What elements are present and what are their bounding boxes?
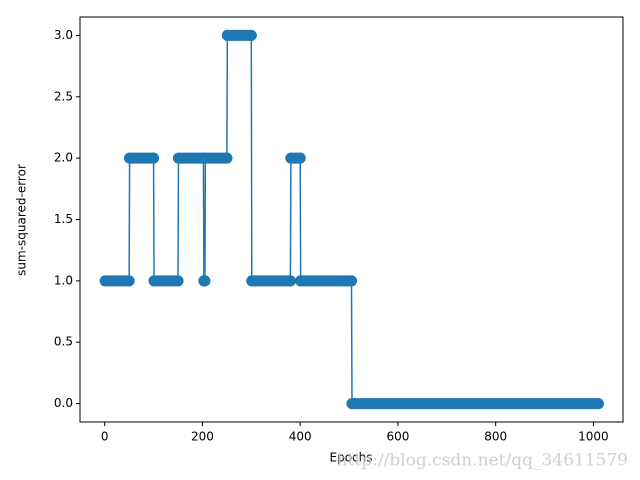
y-tick-label: 2.5 [54, 89, 73, 103]
x-axis-label: Epochs [330, 451, 373, 465]
x-tick-label: 0 [101, 430, 109, 444]
marker [172, 152, 184, 164]
marker [99, 275, 111, 287]
y-tick-label: 3.0 [54, 28, 73, 42]
watermark: http://blog.csdn.net/qq_34611579 [337, 451, 628, 471]
marker [284, 275, 296, 287]
marker [199, 152, 211, 164]
marker [246, 275, 258, 287]
x-tick-label: 400 [289, 430, 312, 444]
x-tick-label: 1000 [578, 430, 609, 444]
marker [295, 275, 307, 287]
y-tick-label: 0.5 [54, 335, 73, 349]
plot-area [99, 29, 604, 410]
marker [221, 29, 233, 41]
x-tick-label: 200 [191, 430, 214, 444]
marker [221, 152, 233, 164]
marker [294, 152, 306, 164]
y-tick-label: 1.0 [54, 273, 73, 287]
marker [124, 152, 136, 164]
y-tick-label: 2.0 [54, 151, 73, 165]
marker [245, 29, 257, 41]
marker [123, 275, 135, 287]
x-tick-label: 600 [386, 430, 409, 444]
marker [148, 152, 160, 164]
marker [148, 275, 160, 287]
marker [346, 275, 357, 287]
marker [172, 275, 184, 287]
marker [199, 275, 211, 287]
y-tick-label: 1.5 [54, 212, 73, 226]
marker [592, 398, 604, 410]
y-tick-label: 0.0 [54, 396, 73, 410]
marker [285, 152, 297, 164]
y-axis-label: sum-squared-error [15, 164, 29, 276]
x-tick-label: 800 [484, 430, 507, 444]
marker [346, 398, 358, 410]
